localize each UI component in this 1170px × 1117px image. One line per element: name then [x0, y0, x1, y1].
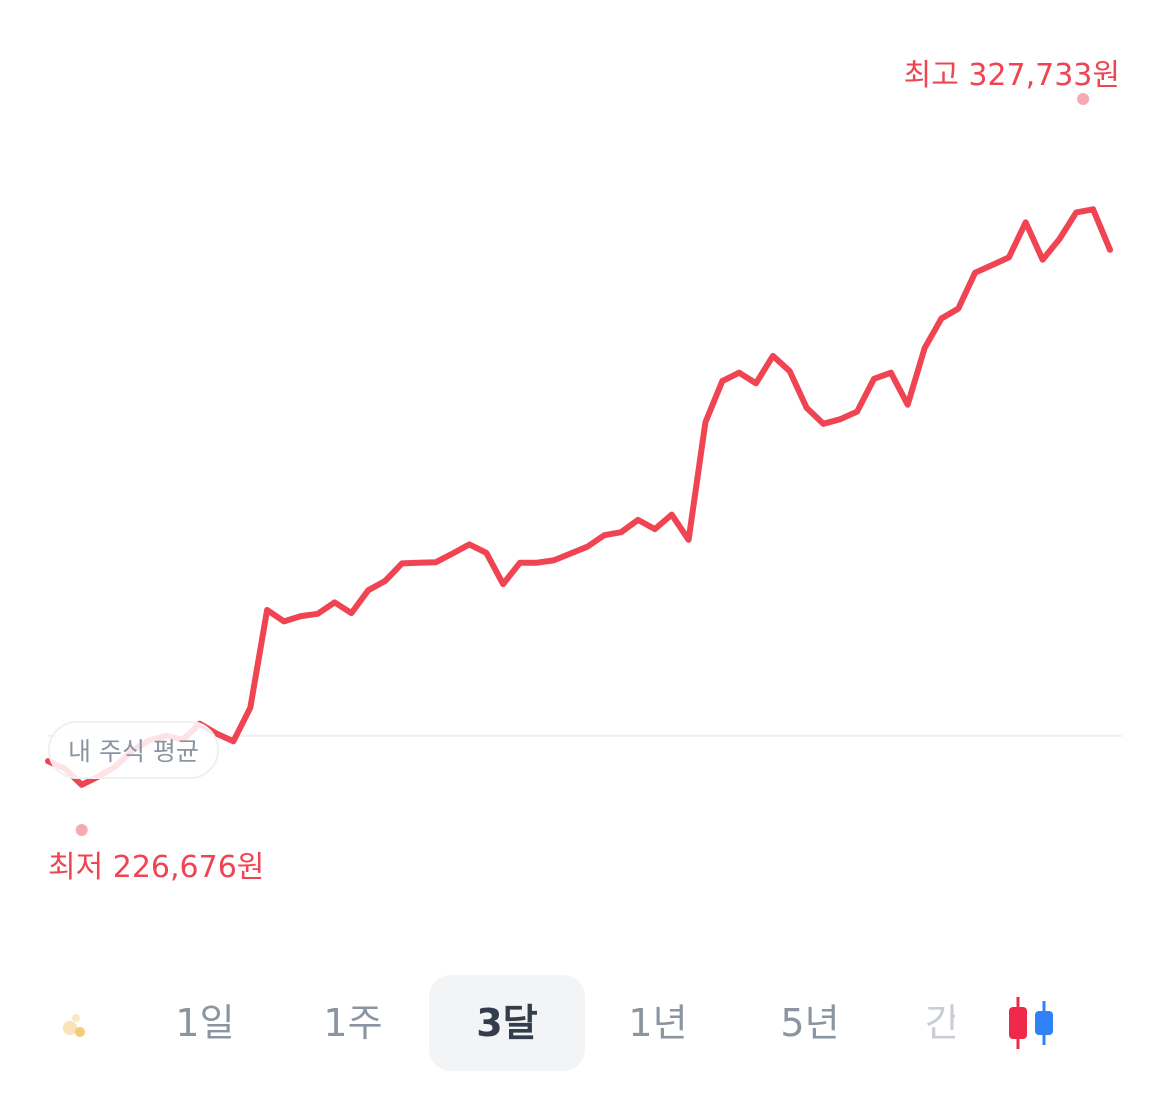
tab-1-week[interactable]: 1주 — [323, 1001, 383, 1045]
tab-all[interactable]: 간 — [925, 1001, 955, 1045]
low-marker — [75, 824, 88, 836]
high-price-label: 최고 327,733원 — [903, 58, 1120, 93]
period-tabs: 1일 1주 3달 1년 5년 간 — [0, 975, 1170, 1071]
low-price-label: 최저 226,676원 — [48, 850, 265, 885]
candlestick-icon[interactable] — [1004, 995, 1056, 1051]
tab-3-months[interactable]: 3달 — [429, 975, 585, 1071]
sparkle-icon[interactable] — [56, 1010, 92, 1040]
average-price-badge: 내 주식 평균 — [48, 721, 219, 779]
tab-5-years[interactable]: 5년 — [780, 1001, 840, 1045]
price-chart[interactable] — [0, 0, 1170, 940]
price-line — [45, 206, 1113, 788]
tab-1-day[interactable]: 1일 — [175, 1001, 235, 1045]
tab-1-year[interactable]: 1년 — [628, 1001, 688, 1045]
high-marker — [1077, 93, 1090, 105]
